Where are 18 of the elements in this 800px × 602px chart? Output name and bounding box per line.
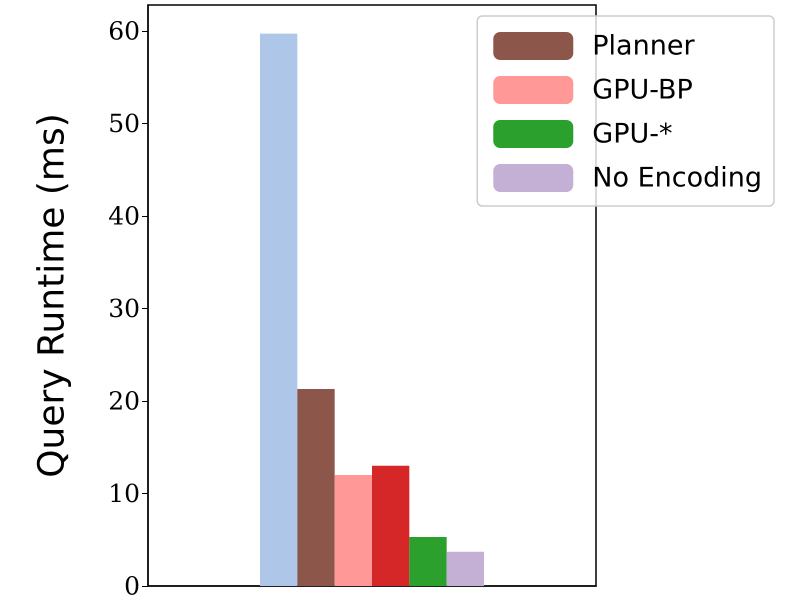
y-tick-label: 60 [108, 16, 140, 46]
legend-label: Planner [592, 30, 696, 62]
bar [372, 466, 410, 586]
y-tick-label: 30 [108, 294, 140, 323]
bar [446, 552, 484, 586]
y-axis-title: Query Runtime (ms) [32, 113, 72, 478]
y-tick-label: 0 [124, 572, 140, 600]
bar [260, 34, 298, 586]
legend-label: GPU-BP [592, 74, 693, 106]
bar [334, 474, 372, 586]
y-tick-label: 20 [108, 386, 140, 416]
bar [409, 536, 447, 586]
y-tick-label: 40 [108, 201, 140, 230]
y-tick-label: 50 [108, 108, 140, 138]
legend-label: No Encoding [592, 162, 762, 194]
legend-label: GPU-* [592, 118, 672, 150]
bar [297, 388, 335, 586]
y-tick-label: 10 [108, 478, 140, 508]
